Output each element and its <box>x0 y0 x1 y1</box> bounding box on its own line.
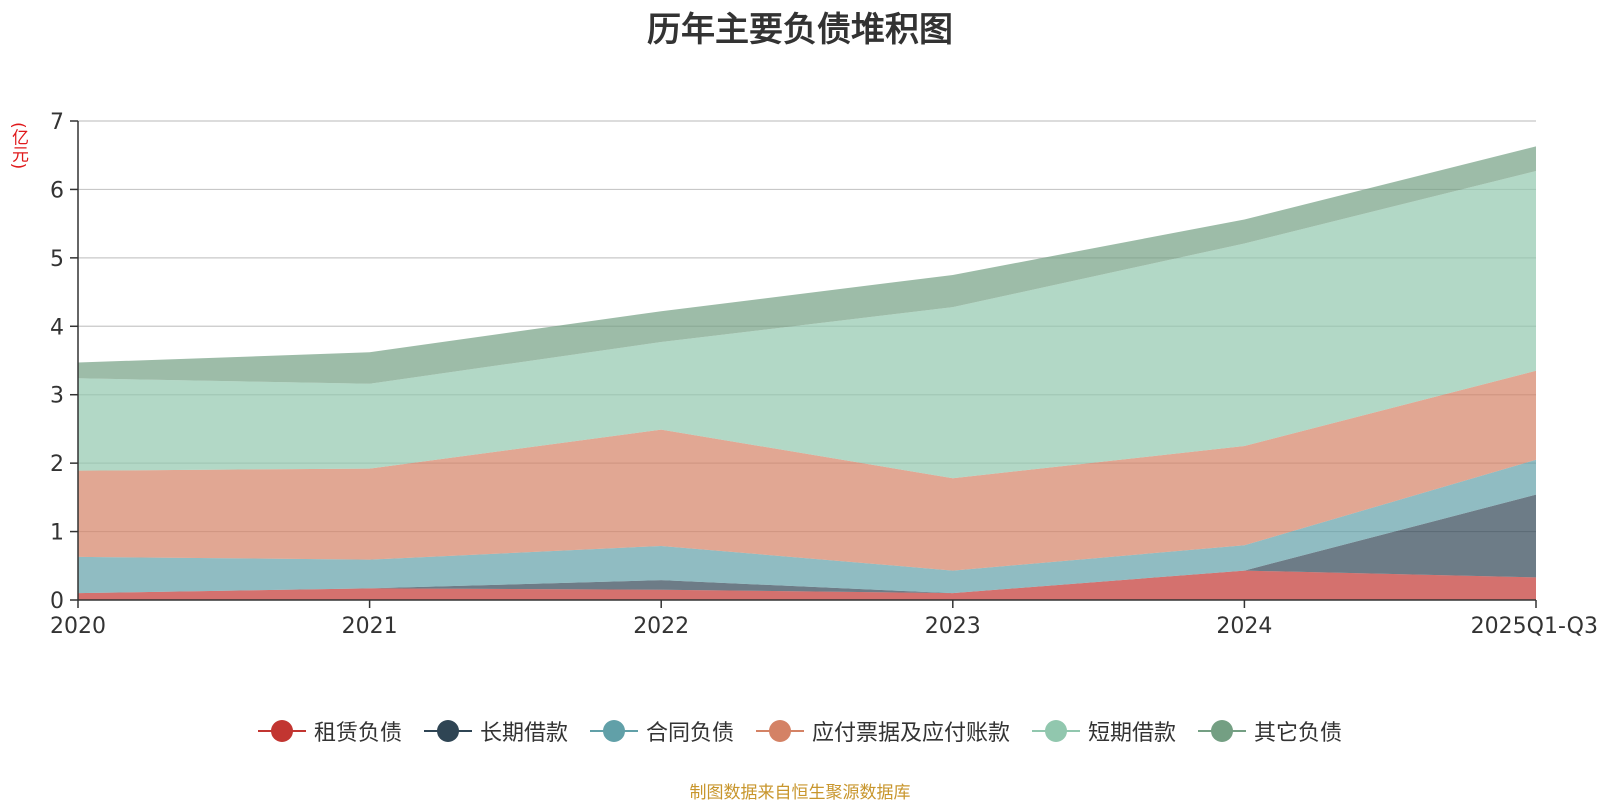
x-tick-label: 2021 <box>342 614 398 639</box>
legend-marker-icon <box>1198 719 1247 743</box>
y-tick-label: 6 <box>50 178 64 203</box>
legend-marker-icon <box>423 719 472 743</box>
y-tick-label: 4 <box>50 315 64 340</box>
source-note: 制图数据来自恒生聚源数据库 <box>689 783 911 803</box>
legend-marker-icon <box>257 719 306 743</box>
area-series-3 <box>78 370 1536 571</box>
legend-item[interactable]: 长期借款 <box>423 715 568 747</box>
axes <box>70 120 1537 608</box>
area-series-2 <box>78 459 1536 594</box>
legend-item[interactable]: 应付票据及应付账款 <box>756 715 1010 747</box>
y-axis-unit-label: (亿元) <box>8 122 28 170</box>
legend-item[interactable]: 短期借款 <box>1032 715 1176 747</box>
tick-labels: 0 1 2 3 4 5 6 7 2020 2021 2022 2023 2024 2025Q1-Q3 <box>50 110 1598 639</box>
legend-item[interactable]: 合同负债 <box>589 715 734 747</box>
legend-item[interactable]: 租赁负债 <box>257 715 402 747</box>
legend-label: 应付票据及应付账款 <box>812 721 1011 746</box>
y-tick-label: 0 <box>50 589 64 614</box>
y-tick-label: 2 <box>50 452 64 477</box>
legend-marker-icon <box>1032 719 1081 743</box>
chart-title: 历年主要负债堆积图 <box>647 10 953 50</box>
y-tick-label: 1 <box>50 521 64 546</box>
x-tick-label: 2025Q1-Q3 <box>1471 614 1598 639</box>
area-series-0 <box>78 570 1536 600</box>
y-tick-label: 5 <box>50 247 64 272</box>
legend-label: 合同负债 <box>645 721 734 746</box>
legend-label: 短期借款 <box>1088 721 1177 746</box>
legend-marker-icon <box>589 719 638 743</box>
legend-item[interactable]: 其它负债 <box>1198 715 1342 747</box>
area-series-5 <box>78 146 1536 384</box>
legend-label: 租赁负债 <box>313 721 402 746</box>
area-series <box>78 146 1536 600</box>
x-tick-label: 2023 <box>925 614 981 639</box>
y-tick-label: 7 <box>50 110 64 135</box>
area-series-4 <box>78 170 1536 479</box>
x-tick-label: 2020 <box>50 614 106 639</box>
legend-marker-icon <box>756 719 804 743</box>
y-tick-label: 3 <box>50 384 64 409</box>
legend-label: 长期借款 <box>479 721 568 746</box>
legend-label: 其它负债 <box>1254 721 1343 746</box>
legend: 租赁负债 长期借款 合同负债 应付票据及应付账款 短期借款 其它负债 <box>0 715 1600 747</box>
x-tick-label: 2022 <box>633 614 689 639</box>
x-tick-label: 2024 <box>1216 614 1272 639</box>
